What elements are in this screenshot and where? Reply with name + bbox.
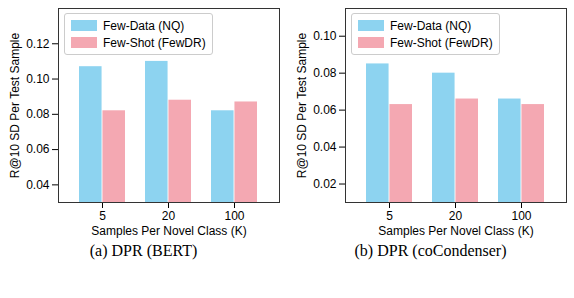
svg-text:0.08: 0.08: [313, 66, 337, 80]
svg-text:0.10: 0.10: [313, 29, 337, 43]
svg-text:Samples Per Novel Class (K): Samples Per Novel Class (K): [378, 224, 533, 238]
svg-text:0.06: 0.06: [313, 103, 337, 117]
html-text:Few-Data (NQ): Few-Data (NQ): [103, 18, 185, 33]
svg-text:0.02: 0.02: [313, 177, 337, 191]
html-text:(a) DPR (BERT): (a) DPR (BERT): [89, 242, 198, 259]
svg-text:0.10: 0.10: [26, 72, 50, 86]
html-text:Few-Data (NQ): Few-Data (NQ): [390, 18, 472, 33]
svg-text:0.08: 0.08: [26, 107, 50, 121]
html-text:Few-Shot (FewDR): Few-Shot (FewDR): [103, 35, 206, 50]
svg-text:5: 5: [99, 209, 106, 223]
svg-text:20: 20: [449, 209, 463, 223]
svg-text:20: 20: [162, 209, 176, 223]
html-text:Few-Shot (FewDR): Few-Shot (FewDR): [390, 35, 493, 50]
svg-text:R@10 SD Per Test Sample: R@10 SD Per Test Sample: [8, 33, 22, 179]
svg-text:100: 100: [511, 209, 531, 223]
html-text:(b) DPR (coCondenser): (b) DPR (coCondenser): [354, 242, 507, 259]
svg-text:R@10 SD Per Test Sample: R@10 SD Per Test Sample: [295, 33, 309, 179]
svg-text:5: 5: [386, 209, 393, 223]
svg-text:0.12: 0.12: [26, 37, 50, 51]
svg-text:0.04: 0.04: [313, 140, 337, 154]
svg-text:0.04: 0.04: [26, 178, 50, 192]
svg-text:Samples Per Novel Class (K): Samples Per Novel Class (K): [91, 224, 246, 238]
svg-text:100: 100: [224, 209, 244, 223]
svg-text:0.06: 0.06: [26, 142, 50, 156]
